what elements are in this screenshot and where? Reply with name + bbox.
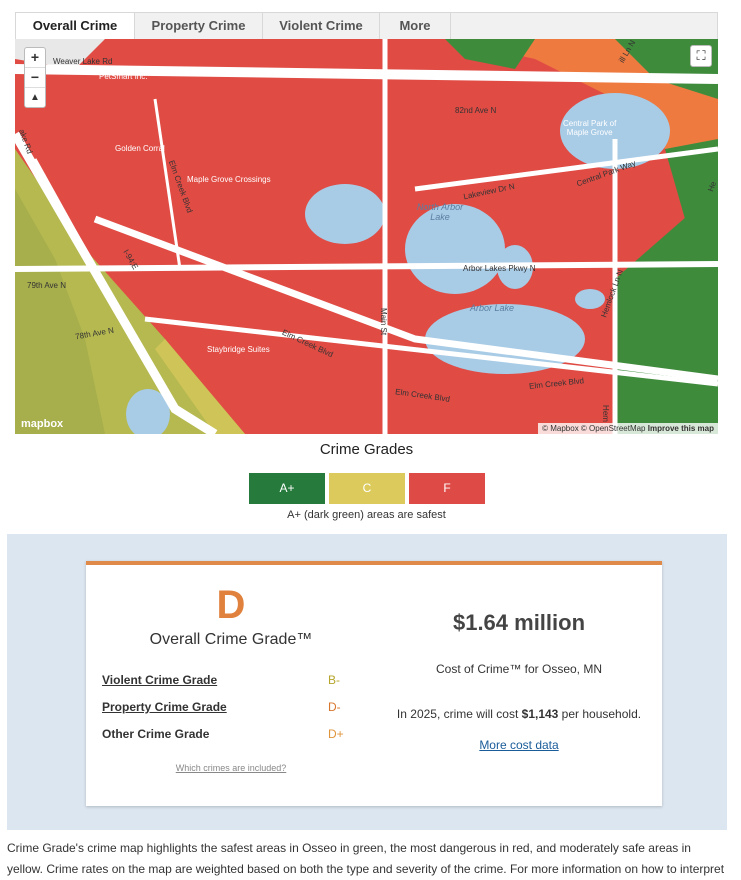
map-label-maple-grove-crossings: Maple Grove Crossings xyxy=(187,175,271,184)
road-weaver-lake xyxy=(15,64,718,84)
legend-note: A+ (dark green) areas are safest xyxy=(287,509,446,521)
crime-map-description: Crime Grade's crime map highlights the s… xyxy=(7,841,725,876)
cost-of-crime-label: Cost of Crime™ for Osseo, MN xyxy=(435,662,603,676)
map-label-north-arbor-lake: North Arbor Lake xyxy=(416,202,464,222)
map-yellow-dark-zone xyxy=(15,189,105,434)
household-cost-amount: $1,143 xyxy=(521,707,559,721)
lake-north-arbor xyxy=(405,204,505,294)
lake-small-1 xyxy=(305,184,385,244)
map-yellow-strip xyxy=(155,339,245,434)
map-label-82nd-ave: 82nd Ave N xyxy=(455,106,497,115)
violent-crime-grade-value: B- xyxy=(328,673,340,687)
tab-property-crime[interactable]: Property Crime xyxy=(135,13,263,39)
road-elm-creek-n xyxy=(153,98,182,270)
more-cost-data-link[interactable]: More cost data xyxy=(479,738,559,752)
violent-crime-grade-link[interactable]: Violent Crime Grade xyxy=(102,673,218,687)
crime-tabs: Overall Crime Property Crime Violent Cri… xyxy=(15,12,718,39)
overall-grade-label: Overall Crime Grade™ xyxy=(149,631,313,648)
which-crimes-link[interactable]: Which crimes are included? xyxy=(175,763,287,773)
legend-c: C xyxy=(329,473,405,504)
road-arbor-lakes xyxy=(15,261,718,272)
map-label-arbor-lakes-pkwy: Arbor Lakes Pkwy N xyxy=(463,264,536,273)
map-canvas xyxy=(15,39,718,434)
compass-button[interactable]: ▲ xyxy=(30,92,40,103)
map-green-right-mid xyxy=(665,139,718,219)
mapbox-logo[interactable]: mapbox xyxy=(21,418,64,430)
lake-central-park xyxy=(560,93,670,169)
tab-overall-crime[interactable]: Overall Crime xyxy=(16,13,135,39)
attribution-text[interactable]: © Mapbox © OpenStreetMap xyxy=(542,424,646,433)
cost-of-crime-value: $1.64 million xyxy=(452,610,586,635)
map-label-golden-corral: Golden Corral xyxy=(115,144,165,153)
household-cost-pre: In 2025, crime will cost xyxy=(396,707,522,721)
other-crime-grade-label: Other Crime Grade xyxy=(102,727,210,741)
road-i94 xyxy=(15,131,218,434)
map-green-top xyxy=(445,39,535,69)
lake-small-3 xyxy=(126,389,170,434)
zoom-control: + − ▲ xyxy=(24,47,46,108)
tab-more[interactable]: More xyxy=(380,13,451,39)
property-crime-grade-link[interactable]: Property Crime Grade xyxy=(102,700,227,714)
map-label-petsmart: PetSmart Inc. xyxy=(99,72,148,81)
crime-map[interactable]: Weaver Lake Rd 82nd Ave N North Arbor La… xyxy=(15,39,718,434)
tab-violent-crime[interactable]: Violent Crime xyxy=(263,13,380,39)
improve-map-link[interactable]: Improve this map xyxy=(647,424,714,433)
zoom-in-button[interactable]: + xyxy=(25,48,45,68)
road-side xyxy=(33,158,137,340)
overall-grade: D xyxy=(216,583,246,627)
lake-arbor xyxy=(425,304,585,374)
map-attribution: © Mapbox © OpenStreetMap Improve this ma… xyxy=(538,423,718,434)
map-label-hem: Hem xyxy=(600,405,610,422)
legend: A+ C F xyxy=(249,473,485,504)
map-label-staybridge: Staybridge Suites xyxy=(207,345,270,354)
grade-card: D Overall Crime Grade™ Violent Crime Gra… xyxy=(86,561,662,806)
grade-panel: D Overall Crime Grade™ Violent Crime Gra… xyxy=(7,534,727,830)
map-label-arbor-lake: Arbor Lake xyxy=(470,303,515,313)
map-label-central-park: Central Park of Maple Grove xyxy=(563,119,617,137)
household-cost: In 2025, crime will cost $1,143 per hous… xyxy=(376,707,662,721)
map-label-79th-ave: 79th Ave N xyxy=(27,281,66,290)
map-label-main-st: Main St xyxy=(379,307,389,336)
other-crime-grade-value: D+ xyxy=(328,727,344,741)
zoom-out-button[interactable]: − xyxy=(25,68,45,88)
property-crime-grade-value: D- xyxy=(328,700,341,714)
lake-small-4 xyxy=(575,289,605,309)
fullscreen-button[interactable]: ⛶ xyxy=(690,45,712,67)
household-cost-post: per household. xyxy=(558,707,642,721)
legend-f: F xyxy=(409,473,485,504)
legend-a-plus: A+ xyxy=(249,473,325,504)
legend-title: Crime Grades xyxy=(319,441,414,458)
map-label-weaver-lake-rd: Weaver Lake Rd xyxy=(53,57,113,66)
road-central-park xyxy=(414,146,718,192)
road-elm-creek-2 xyxy=(144,316,718,387)
